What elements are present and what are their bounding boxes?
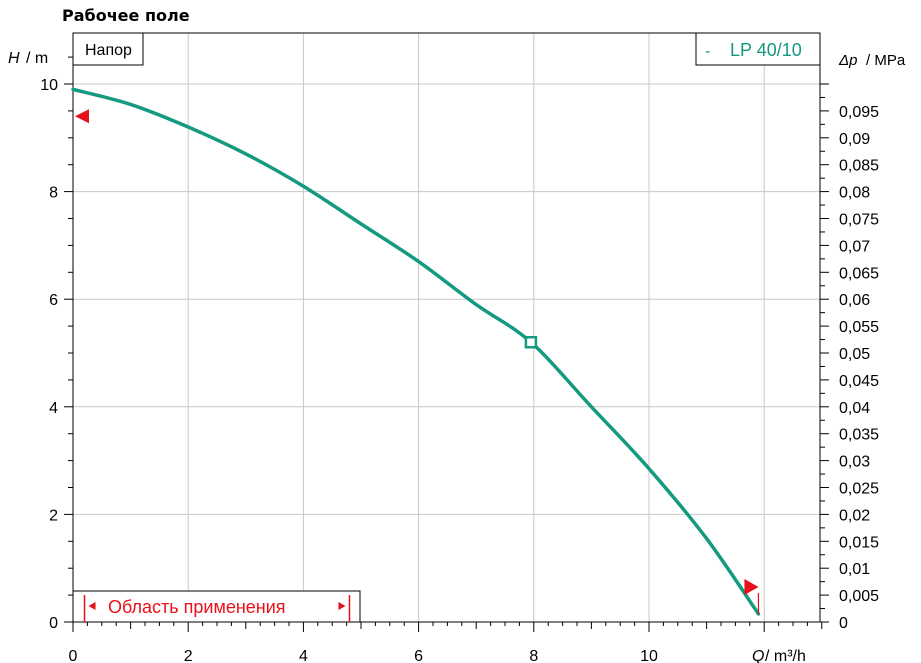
- range-right-arrow: [338, 602, 346, 610]
- right-tick-label: 0,025: [839, 481, 879, 498]
- legend-series-dash: -: [705, 43, 710, 60]
- plot-frame: [72, 32, 821, 623]
- right-tick-label: 0,055: [839, 319, 879, 336]
- right-tick-label: 0,065: [839, 265, 879, 282]
- right-tick-label: 0,095: [839, 104, 879, 121]
- application-range-box: [72, 590, 361, 623]
- y-tick-label: 4: [49, 400, 58, 417]
- legend-box: [695, 32, 821, 66]
- right-tick-label: 0,01: [839, 561, 870, 578]
- x-tick-label: 8: [529, 648, 538, 663]
- y-axis-left-ticks: 0 2 4 6 8 10: [40, 77, 58, 632]
- y-axis-right-label-unit: / MPa: [866, 52, 906, 69]
- series-layer: [71, 87, 761, 616]
- y-axis-right-ticks: 0 0,005 0,01 0,015 0,02 0,025 0,03 0,035 0,04 0,0…: [839, 104, 879, 632]
- y-tick-label: 2: [49, 507, 58, 524]
- y-axis-left-label-unit: / m: [26, 50, 48, 67]
- operating-point-marker: [524, 335, 538, 349]
- right-tick-label: 0,05: [839, 346, 870, 363]
- right-tick-label: 0: [839, 615, 848, 632]
- right-tick-label: 0,07: [839, 238, 870, 255]
- right-tick-label: 0,08: [839, 185, 870, 202]
- x-axis-label-var: Q: [752, 648, 764, 663]
- x-tick-label: 0: [69, 648, 78, 663]
- x-tick-label: 2: [184, 648, 193, 663]
- right-tick-label: 0,03: [839, 454, 870, 471]
- y-tick-label: 0: [49, 615, 58, 632]
- right-tick-label: 0,09: [839, 131, 870, 148]
- chart-title: Рабочее поле: [62, 6, 190, 25]
- minor-ticks: [64, 56, 829, 632]
- y-axis-left-label-var: H: [8, 50, 20, 67]
- application-range-label: Область применения: [108, 597, 286, 617]
- y-tick-label: 8: [49, 185, 58, 202]
- right-tick-label: 0,02: [839, 507, 870, 524]
- y-axis-right-label-var: Δp: [838, 52, 857, 69]
- head-limit-marker: [75, 109, 89, 124]
- x-tick-label: 10: [640, 648, 658, 663]
- y-tick-label: 6: [49, 292, 58, 309]
- right-tick-label: 0,085: [839, 158, 879, 175]
- head-label-box: [72, 32, 144, 66]
- grid: [73, 33, 820, 622]
- right-tick-label: 0,005: [839, 588, 879, 605]
- right-tick-label: 0,045: [839, 373, 879, 390]
- right-tick-label: 0,06: [839, 292, 870, 309]
- right-tick-label: 0,04: [839, 400, 870, 417]
- range-left-arrow: [88, 602, 96, 610]
- series-line-lp-40-10: [71, 87, 761, 616]
- x-axis-label-unit: / m³/h: [765, 648, 806, 663]
- right-tick-label: 0,075: [839, 212, 879, 229]
- legend-series-label: LP 40/10: [730, 40, 802, 60]
- application-range-marks: [83, 595, 351, 622]
- x-tick-label: 6: [414, 648, 423, 663]
- x-tick-label: 4: [299, 648, 308, 663]
- right-tick-label: 0,035: [839, 427, 879, 444]
- y-tick-label: 10: [40, 77, 58, 94]
- end-of-curve-marker: [744, 579, 759, 596]
- x-axis-ticks: 0 2 4 6 8 10: [69, 648, 658, 663]
- right-tick-label: 0,015: [839, 534, 879, 551]
- head-label: Напор: [85, 42, 132, 59]
